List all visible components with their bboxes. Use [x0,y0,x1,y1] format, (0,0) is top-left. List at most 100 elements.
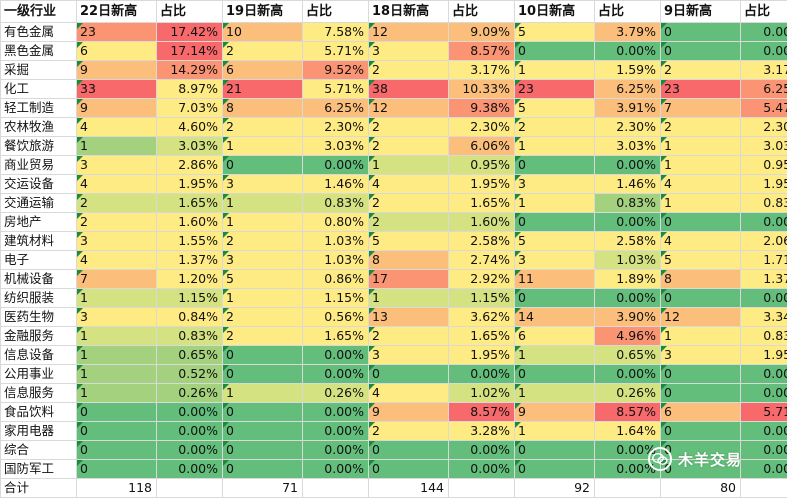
ratio-cell[interactable]: 3.03% [303,137,369,156]
count-cell[interactable]: 1 [515,346,595,365]
count-cell[interactable]: 4 [77,118,157,137]
industry-name-cell[interactable]: 房地产 [1,213,77,232]
industry-name-cell[interactable]: 商业贸易 [1,156,77,175]
ratio-cell[interactable]: 1.46% [303,175,369,194]
ratio-cell[interactable]: 0.83% [741,194,787,213]
ratio-cell[interactable]: 8.57% [449,403,515,422]
industry-name-cell[interactable]: 国防军工 [1,460,77,479]
count-cell[interactable]: 0 [661,441,741,460]
count-cell[interactable]: 0 [77,422,157,441]
industry-name-cell[interactable]: 餐饮旅游 [1,137,77,156]
ratio-cell[interactable]: 9.09% [449,23,515,42]
count-cell[interactable]: 4 [369,384,449,403]
ratio-cell[interactable]: 0.00% [595,213,661,232]
ratio-cell[interactable]: 0.00% [449,460,515,479]
count-cell[interactable]: 1 [515,61,595,80]
count-cell[interactable]: 2 [661,61,741,80]
ratio-cell[interactable]: 10.33% [449,80,515,99]
ratio-cell[interactable]: 0.00% [595,156,661,175]
ratio-cell[interactable]: 0.26% [595,384,661,403]
ratio-cell[interactable]: 9.52% [303,61,369,80]
count-cell[interactable]: 5 [369,232,449,251]
ratio-cell[interactable]: 1.65% [303,327,369,346]
ratio-cell[interactable]: 0.65% [157,346,223,365]
ratio-cell[interactable]: 0.00% [303,460,369,479]
count-cell[interactable]: 21 [223,80,303,99]
ratio-cell[interactable]: 2.58% [595,232,661,251]
header-9-new-high[interactable]: 9日新高 [661,1,741,23]
ratio-cell[interactable]: 1.71% [741,251,787,270]
count-cell[interactable]: 7 [77,270,157,289]
count-cell[interactable]: 0 [77,460,157,479]
ratio-cell[interactable]: 2.74% [449,251,515,270]
count-cell[interactable]: 6 [223,61,303,80]
ratio-cell[interactable]: 5.71% [303,42,369,61]
count-cell[interactable]: 1 [77,289,157,308]
ratio-cell[interactable]: 0.84% [157,308,223,327]
ratio-cell[interactable]: 0.86% [303,270,369,289]
count-cell[interactable]: 1 [661,156,741,175]
count-cell[interactable]: 2 [369,213,449,232]
ratio-cell[interactable]: 1.95% [157,175,223,194]
count-cell[interactable]: 0 [223,460,303,479]
ratio-cell[interactable]: 0.00% [741,23,787,42]
ratio-cell[interactable]: 4.96% [595,327,661,346]
count-cell[interactable]: 2 [77,213,157,232]
header-18-new-high[interactable]: 18日新高 [369,1,449,23]
ratio-cell[interactable]: 3.03% [157,137,223,156]
ratio-cell[interactable]: 3.17% [741,61,787,80]
count-cell[interactable]: 1 [369,289,449,308]
count-cell[interactable]: 23 [515,80,595,99]
header-22-ratio[interactable]: 占比 [157,1,223,23]
ratio-cell[interactable]: 1.95% [449,175,515,194]
count-cell[interactable]: 2 [369,118,449,137]
count-cell[interactable]: 0 [369,460,449,479]
ratio-cell[interactable]: 3.62% [449,308,515,327]
header-10-new-high[interactable]: 10日新高 [515,1,595,23]
count-cell[interactable]: 0 [515,213,595,232]
count-cell[interactable]: 17 [369,270,449,289]
count-cell[interactable]: 0 [515,460,595,479]
count-cell[interactable]: 2 [369,137,449,156]
count-cell[interactable]: 0 [223,441,303,460]
ratio-cell[interactable]: 0.00% [595,365,661,384]
ratio-cell[interactable]: 0.00% [157,441,223,460]
industry-name-cell[interactable]: 纺织服装 [1,289,77,308]
ratio-cell[interactable]: 0.26% [157,384,223,403]
ratio-cell[interactable]: 0.00% [157,403,223,422]
count-cell[interactable]: 0 [661,23,741,42]
count-cell[interactable]: 1 [661,327,741,346]
ratio-cell[interactable]: 0.00% [741,460,787,479]
ratio-cell[interactable]: 2.30% [595,118,661,137]
industry-name-cell[interactable]: 电子 [1,251,77,270]
ratio-cell[interactable]: 1.15% [157,289,223,308]
count-cell[interactable]: 0 [661,422,741,441]
ratio-cell[interactable]: 6.25% [595,80,661,99]
count-cell[interactable]: 2 [661,118,741,137]
industry-name-cell[interactable]: 交通运输 [1,194,77,213]
count-cell[interactable]: 0 [515,42,595,61]
industry-name-cell[interactable]: 采掘 [1,61,77,80]
ratio-cell[interactable]: 5.47% [741,99,787,118]
count-cell[interactable]: 2 [369,422,449,441]
ratio-cell[interactable]: 0.83% [157,327,223,346]
count-cell[interactable]: 2 [223,308,303,327]
ratio-cell[interactable]: 6.25% [741,80,787,99]
ratio-cell[interactable]: 5.71% [303,80,369,99]
ratio-cell[interactable]: 1.03% [303,232,369,251]
count-cell[interactable]: 0 [661,289,741,308]
count-cell[interactable]: 3 [661,346,741,365]
ratio-cell[interactable]: 1.46% [595,175,661,194]
count-cell[interactable]: 3 [77,308,157,327]
ratio-cell[interactable]: 0.00% [303,422,369,441]
ratio-cell[interactable]: 3.17% [449,61,515,80]
ratio-cell[interactable]: 0.00% [303,346,369,365]
count-cell[interactable]: 1 [223,384,303,403]
ratio-cell[interactable]: 4.60% [157,118,223,137]
ratio-cell[interactable]: 0.00% [449,441,515,460]
count-cell[interactable]: 2 [77,194,157,213]
count-cell[interactable]: 0 [223,403,303,422]
count-cell[interactable]: 7 [661,99,741,118]
ratio-cell[interactable]: 0.65% [595,346,661,365]
ratio-cell[interactable]: 6.25% [303,99,369,118]
